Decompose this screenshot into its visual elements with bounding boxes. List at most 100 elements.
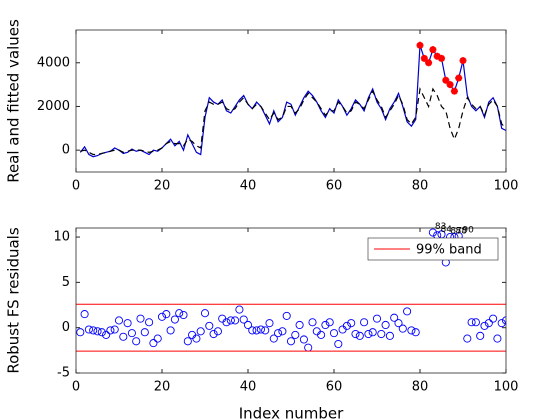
outlier-marker <box>416 41 424 49</box>
outlier-marker <box>446 81 454 89</box>
residual-point <box>484 319 493 328</box>
residual-point <box>261 326 270 335</box>
x-tick-label: 60 <box>326 179 343 194</box>
residual-point <box>162 310 171 319</box>
x-tick-label: 0 <box>72 179 80 194</box>
residual-point <box>329 329 339 338</box>
residual-point <box>153 334 162 343</box>
residual-point <box>394 319 403 328</box>
residual-point <box>170 315 179 324</box>
legend-box <box>367 237 499 261</box>
residual-point <box>200 309 210 318</box>
residual-point <box>248 326 257 335</box>
residual-point <box>196 327 205 336</box>
y-tick-label: 5 <box>62 275 70 290</box>
residual-point <box>467 318 476 327</box>
point-label: 88 <box>456 227 468 237</box>
residual-point <box>239 315 248 324</box>
residual-point <box>299 335 308 344</box>
residual-point <box>136 314 145 323</box>
residual-point <box>192 334 201 343</box>
x-tick-label: 20 <box>154 179 171 194</box>
data-line <box>80 87 506 156</box>
residual-point <box>205 321 214 330</box>
residual-point <box>209 329 218 339</box>
residual-point <box>222 318 231 327</box>
x-tick-label: 0 <box>72 380 80 395</box>
residual-point <box>226 316 235 325</box>
residual-point <box>183 337 192 346</box>
residual-point <box>179 310 188 320</box>
residual-point <box>110 325 119 334</box>
residual-point <box>480 321 489 330</box>
point-label: 90 <box>462 226 474 236</box>
y-axis-label: Real and fitted values <box>5 19 23 183</box>
residual-point <box>132 337 141 346</box>
residual-point <box>416 161 423 168</box>
residual-point <box>252 326 261 335</box>
x-tick-label: 80 <box>412 179 429 194</box>
residual-point <box>140 328 149 337</box>
outlier-marker <box>459 57 467 65</box>
point-label: 87 <box>450 227 461 237</box>
y-axis-label: Robust FS residuals <box>5 227 23 374</box>
y-tick-label: 0 <box>62 143 70 158</box>
residual-point <box>269 334 278 343</box>
residual-point <box>235 305 244 314</box>
y-tick-label: 2000 <box>37 99 70 114</box>
residual-point <box>93 327 102 336</box>
residual-point <box>80 310 89 319</box>
residual-point <box>84 325 93 334</box>
residual-point <box>119 332 128 341</box>
y-tick-label: 0 <box>62 320 70 335</box>
point-label: 84 <box>440 225 452 235</box>
axes-box <box>75 227 507 374</box>
axes-box <box>75 29 507 173</box>
residual-point <box>256 325 265 334</box>
residual-point <box>355 331 364 340</box>
residual-point <box>471 318 480 327</box>
residual-point <box>166 326 175 335</box>
x-tick-label: 40 <box>240 179 257 194</box>
residual-point <box>411 328 420 337</box>
residual-point <box>377 329 386 339</box>
x-tick-label: 80 <box>412 380 429 395</box>
residual-point <box>102 330 111 339</box>
outlier-marker <box>438 54 445 62</box>
outlier-marker <box>450 87 458 95</box>
residual-point <box>278 327 287 336</box>
outlier-marker <box>455 74 463 82</box>
data-line <box>79 45 506 158</box>
x-axis-label: Index number <box>239 405 344 420</box>
residual-point <box>76 328 85 337</box>
residual-point <box>368 328 377 337</box>
residual-point <box>398 324 407 333</box>
residual-point <box>157 312 167 321</box>
residual-point <box>385 331 394 340</box>
residual-point <box>403 307 412 316</box>
residual-point <box>459 179 466 186</box>
residual-point <box>489 314 498 323</box>
residual-point <box>428 228 437 237</box>
y-tick-label: -5 <box>57 366 70 381</box>
residual-point <box>213 327 222 336</box>
residual-point <box>347 319 356 328</box>
point-label: 83 <box>435 222 446 232</box>
plot-area <box>79 41 506 158</box>
residual-point <box>321 320 330 330</box>
residual-point <box>274 329 283 338</box>
residual-point <box>123 319 132 328</box>
residual-point <box>364 329 373 339</box>
residual-point <box>497 319 506 328</box>
residual-point <box>114 316 124 325</box>
residual-point <box>295 320 304 330</box>
outlier-marker <box>429 46 437 54</box>
x-tick-label: 20 <box>154 380 171 395</box>
residual-point <box>421 206 428 213</box>
x-tick-label: 100 <box>494 179 519 194</box>
residual-point <box>106 326 115 335</box>
residual-point <box>231 316 240 325</box>
residual-point <box>463 334 472 343</box>
x-tick-label: 60 <box>326 380 343 395</box>
residual-point <box>372 314 382 323</box>
